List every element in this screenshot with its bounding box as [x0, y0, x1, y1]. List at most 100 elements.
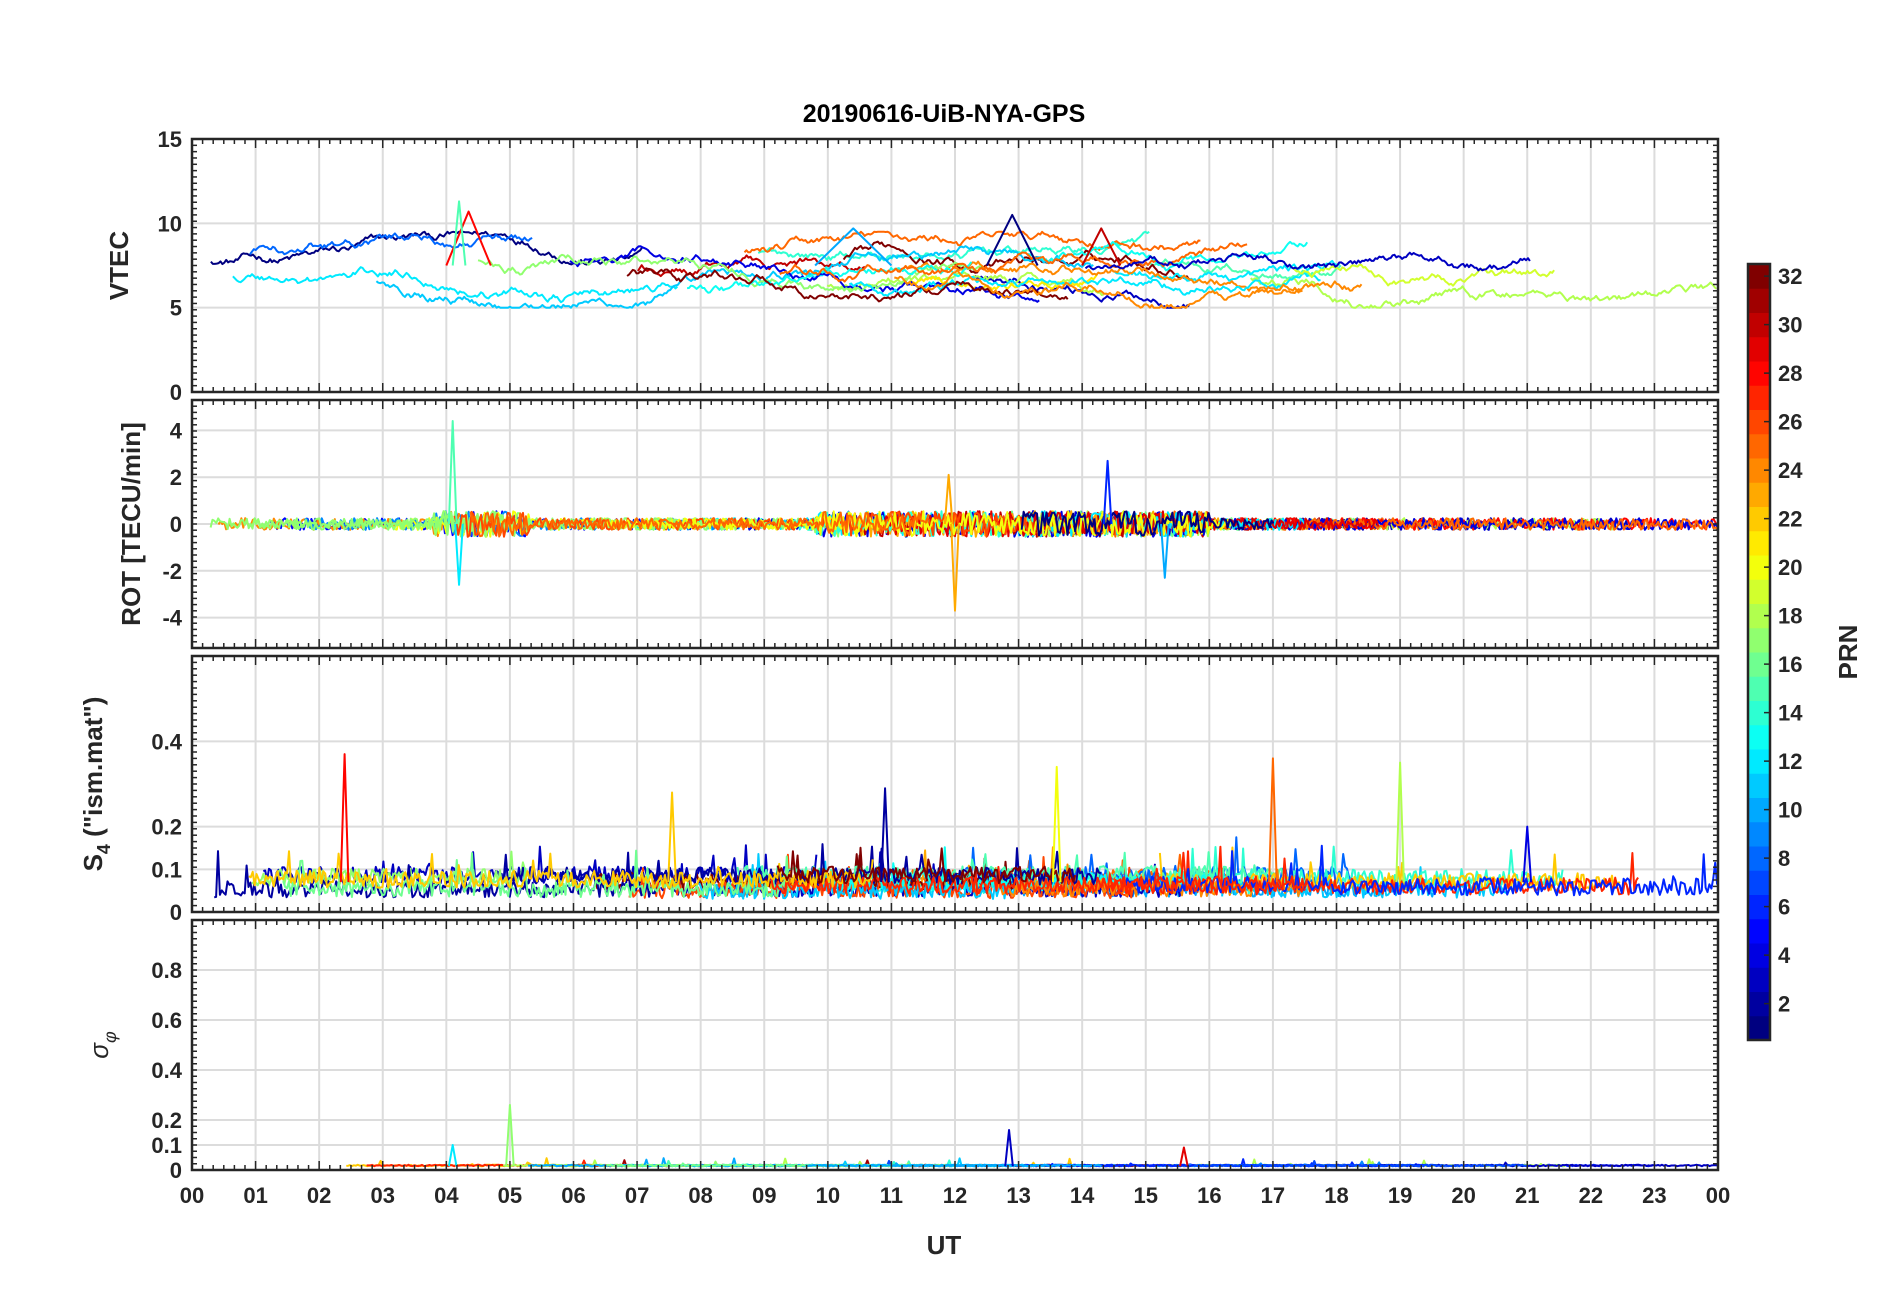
series-trace: [842, 240, 1193, 281]
x-axis: 00 01 02 03 04 05 06 07 08 09 10 11 12 13 14 15 16 17 18 19…: [180, 1183, 1730, 1208]
feature-trace: [451, 200, 467, 266]
x-tick-label: 13: [1006, 1183, 1030, 1208]
y-axis-label-vtec: VTEC: [104, 231, 134, 301]
feature-trace: [1395, 761, 1405, 883]
x-tick-label: 10: [816, 1183, 840, 1208]
series-trace: [248, 850, 874, 889]
series-trace: [1020, 510, 1275, 537]
series-trace: [805, 1163, 1102, 1168]
series-trace: [232, 266, 679, 304]
series-trace: [768, 851, 1309, 895]
colorbar-tick-label: 12: [1778, 749, 1802, 774]
colorbar-segment: [1748, 288, 1770, 313]
series-trace: [606, 510, 1232, 538]
series-trace: [1292, 263, 1555, 287]
colorbar-segment: [1748, 821, 1770, 847]
panel-vtec: 0 5 10 15 VTEC: [104, 127, 1720, 405]
y-tick-label: 0: [170, 1158, 182, 1183]
colorbar-segment: [1748, 724, 1770, 750]
feature-trace: [1081, 227, 1122, 266]
y-tick-label: 0.6: [151, 1008, 182, 1033]
series-trace: [1084, 251, 1531, 272]
x-tick-label: 11: [880, 1183, 903, 1208]
x-tick-label: 20: [1451, 1183, 1475, 1208]
x-tick-label: 01: [243, 1183, 267, 1208]
feature-trace: [1522, 825, 1533, 883]
feature-trace: [454, 523, 464, 586]
series-trace: [1026, 240, 1309, 272]
traces-vtec: [210, 200, 1717, 309]
colorbar-segment: [1748, 312, 1770, 338]
x-axis-label: UT: [927, 1230, 962, 1260]
series-trace: [1330, 853, 1718, 897]
x-tick-label: 00: [180, 1183, 204, 1208]
series-trace: [469, 511, 930, 538]
panel-rot: -4 -2 0 2 4 ROT [TECU/min]: [116, 398, 1720, 650]
x-tick-label: 05: [498, 1183, 522, 1208]
y-tick-label: 0.4: [151, 1058, 182, 1083]
colorbar-segment: [1748, 797, 1770, 823]
colorbar-segment: [1748, 627, 1770, 653]
y-tick-label: -4: [162, 606, 182, 631]
feature-trace: [1268, 757, 1278, 883]
feature-trace: [1160, 523, 1170, 579]
x-tick-label: 22: [1579, 1183, 1603, 1208]
x-tick-label: 06: [561, 1183, 585, 1208]
colorbar-segment: [1748, 894, 1770, 920]
colorbar-segment: [1748, 918, 1770, 944]
series-trace: [1250, 277, 1717, 309]
feature-trace: [667, 791, 677, 883]
colorbar-segment: [1748, 385, 1770, 410]
series-trace: [249, 232, 533, 256]
colorbar-label: PRN: [1833, 625, 1863, 680]
colorbar-tick-label: 6: [1778, 895, 1790, 920]
y-tick-label: 0.2: [151, 815, 182, 840]
series-trace: [776, 847, 1077, 885]
series-trace: [848, 272, 1321, 297]
feature-trace: [447, 1144, 458, 1167]
colorbar-segment: [1748, 433, 1770, 459]
colorbar-segment: [1748, 603, 1770, 629]
y-tick-label: 0.2: [151, 1108, 182, 1133]
colorbar-tick-label: 30: [1778, 313, 1802, 338]
y-tick-label: 0: [170, 380, 182, 405]
ticks-vtec: [191, 138, 1719, 393]
x-tick-label: 02: [307, 1183, 331, 1208]
panel-sigphi: 00.10.2 0.4 0.6 0.8 σφ: [84, 918, 1720, 1183]
y-axis-label-sigphi: σφ: [84, 1031, 120, 1059]
y-tick-label: 0.4: [151, 729, 182, 754]
x-tick-label: 00: [1706, 1183, 1730, 1208]
colorbar-tick-label: 32: [1778, 264, 1802, 289]
y-tick-label: 5: [170, 296, 182, 321]
series-trace: [743, 230, 1201, 254]
grid-sigphi: [192, 920, 1718, 1170]
ticks-s4: [191, 655, 1719, 913]
colorbar-segment: [1748, 700, 1770, 726]
ticks-sigphi: [191, 919, 1719, 1171]
y-tick-label: 10: [158, 211, 182, 236]
series-trace: [263, 844, 818, 885]
feature-trace: [1179, 1146, 1189, 1167]
feature-trace: [1051, 765, 1062, 883]
colorbar-tick-label: 26: [1778, 410, 1802, 435]
colorbar-segment: [1748, 530, 1770, 556]
panel-s4: 0 0.1 0.2 0.4 S4 ("ism.mat"): [78, 654, 1720, 925]
x-tick-label: 19: [1388, 1183, 1412, 1208]
colorbar-segment: [1748, 652, 1770, 677]
colorbar-tick-label: 8: [1778, 846, 1790, 871]
colorbar-tick-label: 14: [1778, 701, 1803, 726]
y-tick-label: 0.1: [151, 1133, 182, 1158]
series-trace: [210, 230, 643, 266]
colorbar-tick-label: 16: [1778, 652, 1802, 677]
series-trace: [477, 253, 983, 293]
series-trace: [1193, 1160, 1528, 1168]
colorbar-segment: [1748, 579, 1770, 604]
chart-title: 20190616-UiB-NYA-GPS: [803, 100, 1086, 128]
colorbar-tick-label: 28: [1778, 361, 1802, 386]
x-tick-label: 08: [688, 1183, 712, 1208]
x-tick-label: 17: [1261, 1183, 1285, 1208]
feature-trace: [447, 420, 458, 525]
feature-trace: [950, 523, 960, 612]
